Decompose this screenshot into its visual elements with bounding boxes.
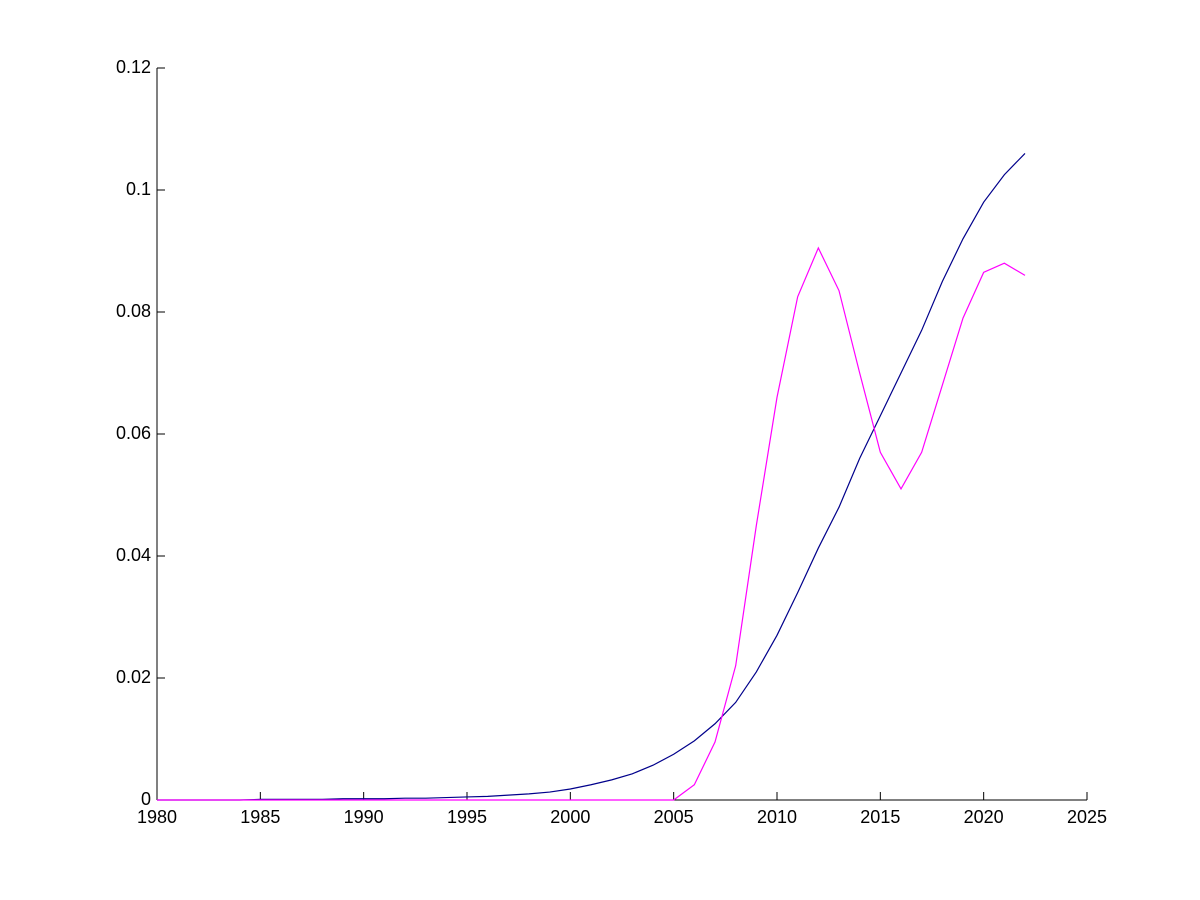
x-tick-label: 1995 — [447, 807, 487, 827]
y-tick-label: 0.08 — [116, 301, 151, 321]
series-line — [157, 246, 1026, 801]
x-tick-label: 1985 — [240, 807, 280, 827]
x-tick-label: 1990 — [344, 807, 384, 827]
y-tick-label: 0.06 — [116, 423, 151, 443]
x-tick-label: 2005 — [654, 807, 694, 827]
x-tick-label: 1980 — [137, 807, 177, 827]
series-line — [157, 152, 1026, 801]
y-tick-label: 0.02 — [116, 667, 151, 687]
y-tick-label: 0 — [141, 789, 151, 809]
y-tick-label: 0.04 — [116, 545, 151, 565]
x-tick-label: 2025 — [1067, 807, 1107, 827]
x-tick-label: 2010 — [757, 807, 797, 827]
y-tick-label: 0.12 — [116, 57, 151, 77]
x-tick-label: 2015 — [860, 807, 900, 827]
y-tick-label: 0.1 — [126, 179, 151, 199]
x-tick-label: 2000 — [550, 807, 590, 827]
x-tick-label: 2020 — [964, 807, 1004, 827]
